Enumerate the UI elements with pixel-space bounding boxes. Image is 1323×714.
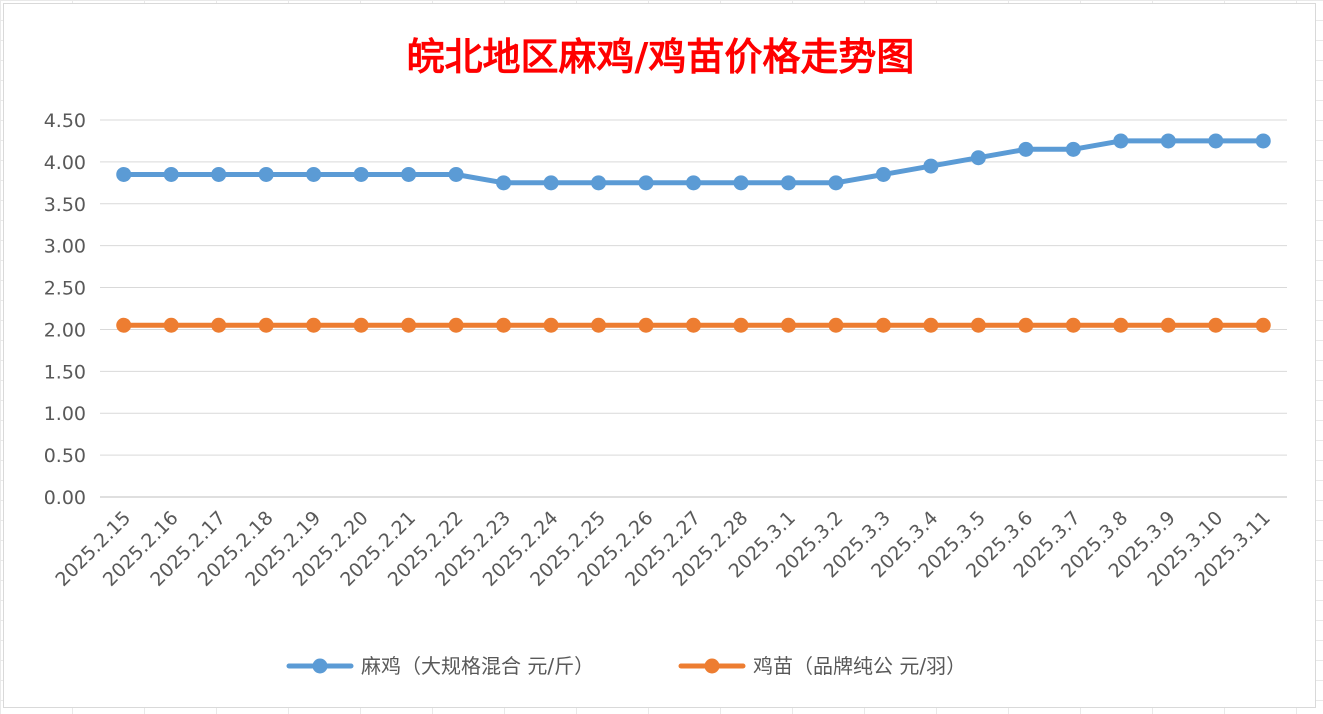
data-point (496, 317, 512, 333)
y-tick-label: 2.50 (44, 278, 86, 300)
series-layer (116, 133, 1271, 333)
line-chart: 0.00 0.50 1.00 1.50 2.00 2.50 3.00 3.50 4.00 4.50… (44, 110, 1287, 678)
data-point (258, 166, 274, 182)
data-point (1255, 133, 1271, 149)
series-2 (116, 317, 1271, 333)
data-point (1065, 141, 1081, 157)
data-point (828, 317, 844, 333)
data-point (116, 166, 132, 182)
data-point (543, 175, 559, 191)
data-point (401, 166, 417, 182)
data-point (638, 317, 654, 333)
series-1 (116, 133, 1271, 191)
y-tick-label: 2.00 (44, 319, 86, 341)
data-point (211, 317, 227, 333)
data-point (733, 175, 749, 191)
data-point (970, 150, 986, 166)
data-point (401, 317, 417, 333)
data-point (1255, 317, 1271, 333)
legend-item-2: 鸡苗（品牌纯公 元/羽） (678, 654, 966, 678)
y-tick-label: 1.00 (44, 403, 86, 425)
x-axis-ticks: 2025.2.152025.2.162025.2.172025.2.182025… (51, 507, 1274, 591)
legend-marker (312, 658, 328, 674)
data-point (638, 175, 654, 191)
data-point (306, 166, 322, 182)
data-point (116, 317, 132, 333)
data-point (923, 317, 939, 333)
legend-marker (704, 658, 720, 674)
y-tick-label: 4.50 (44, 110, 86, 132)
data-point (591, 175, 607, 191)
data-point (543, 317, 559, 333)
legend-item-1: 麻鸡（大规格混合 元/斤） (286, 654, 594, 678)
data-point (1018, 141, 1034, 157)
data-point (828, 175, 844, 191)
chart-title: 皖北地区麻鸡/鸡苗价格走势图 (406, 34, 915, 79)
data-point (1113, 317, 1129, 333)
data-point (1208, 317, 1224, 333)
data-point (1160, 317, 1176, 333)
data-point (875, 166, 891, 182)
data-point (780, 175, 796, 191)
data-point (686, 317, 701, 333)
data-point (1208, 133, 1224, 149)
y-tick-label: 0.00 (44, 487, 86, 509)
data-point (591, 317, 607, 333)
data-point (496, 175, 512, 191)
data-point (448, 166, 464, 182)
data-point (686, 175, 701, 191)
data-point (353, 317, 369, 333)
data-point (258, 317, 274, 333)
data-point (1065, 317, 1081, 333)
y-tick-label: 4.00 (44, 152, 86, 174)
legend: 麻鸡（大规格混合 元/斤） 鸡苗（品牌纯公 元/羽） (286, 654, 966, 678)
data-point (163, 317, 179, 333)
data-point (448, 317, 464, 333)
y-tick-label: 0.50 (44, 445, 86, 467)
data-point (923, 158, 939, 174)
y-axis-ticks: 0.00 0.50 1.00 1.50 2.00 2.50 3.00 3.50 4.00 4.50 (44, 110, 86, 509)
data-point (1160, 133, 1176, 149)
chart-area[interactable]: 皖北地区麻鸡/鸡苗价格走势图 0.00 0.50 1.00 1.50 2.00 2.50 3… (3, 3, 1316, 708)
data-point (733, 317, 749, 333)
y-tick-label: 3.00 (44, 236, 86, 258)
data-point (1018, 317, 1034, 333)
gridlines (100, 119, 1287, 498)
data-point (970, 317, 986, 333)
legend-label: 鸡苗（品牌纯公 元/羽） (753, 654, 966, 678)
y-tick-label: 3.50 (44, 194, 86, 216)
y-tick-label: 1.50 (44, 361, 86, 383)
data-point (1113, 133, 1129, 149)
data-point (875, 317, 891, 333)
data-point (780, 317, 796, 333)
legend-label: 麻鸡（大规格混合 元/斤） (361, 654, 594, 678)
data-point (353, 166, 369, 182)
data-point (163, 166, 179, 182)
data-point (306, 317, 322, 333)
data-point (211, 166, 227, 182)
